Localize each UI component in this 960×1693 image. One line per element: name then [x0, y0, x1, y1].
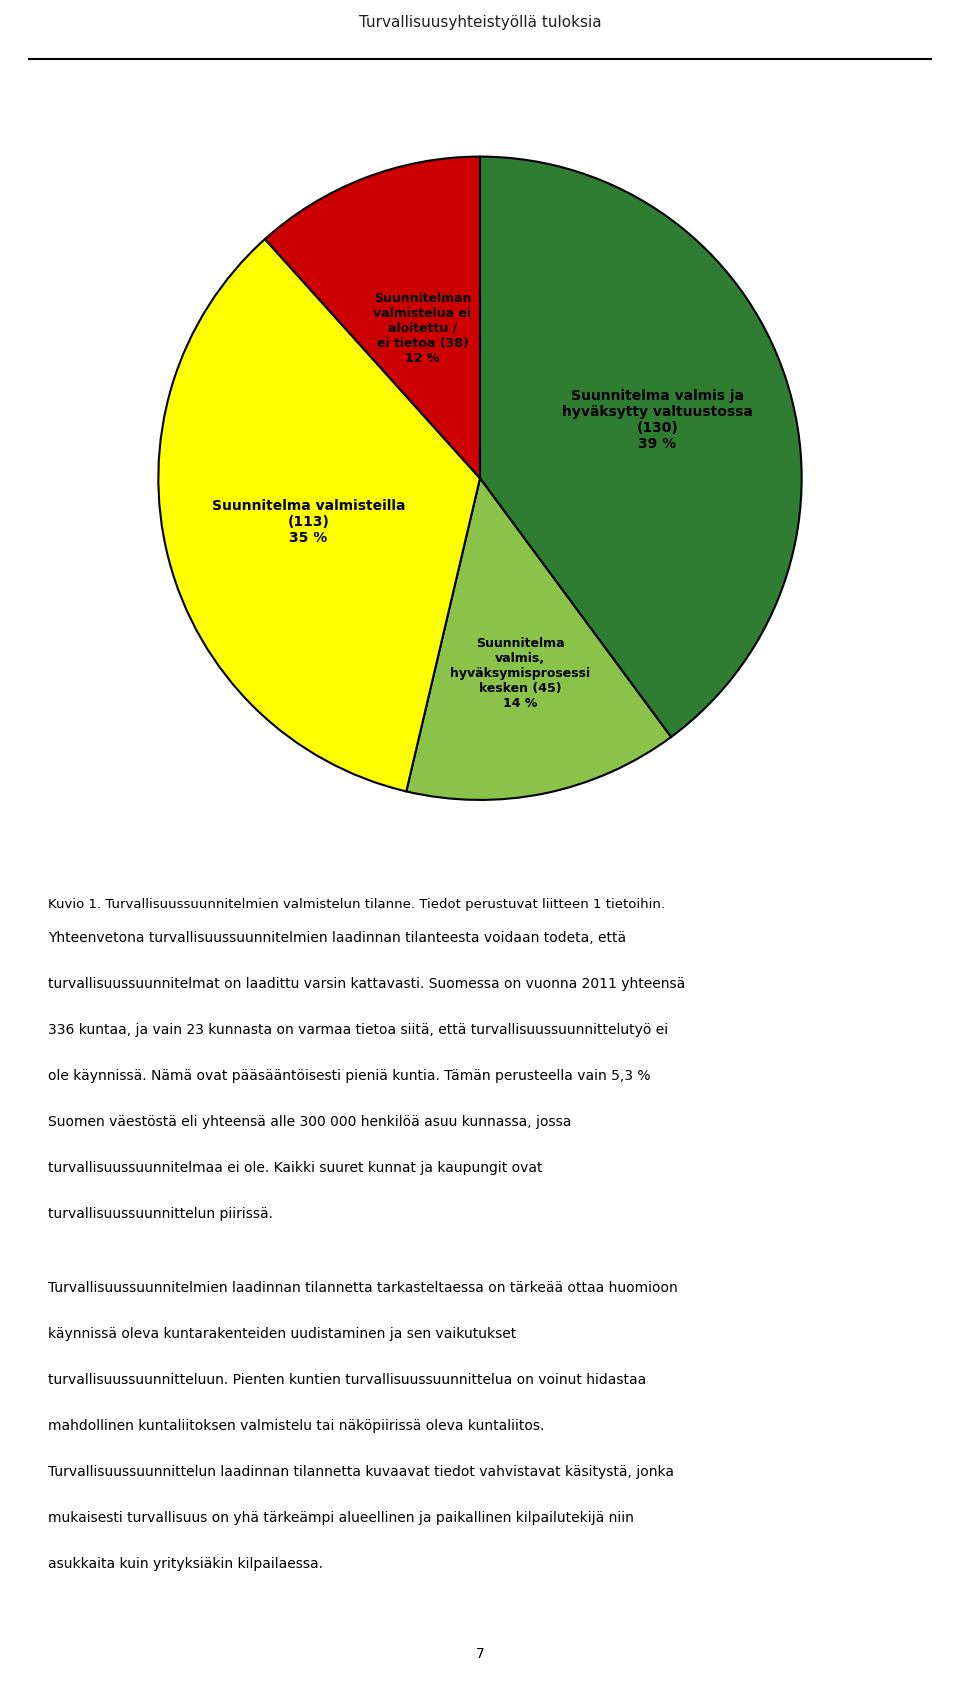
- Text: mukaisesti turvallisuus on yhä tärkeämpi alueellinen ja paikallinen kilpailuteki: mukaisesti turvallisuus on yhä tärkeämpi…: [48, 1510, 634, 1525]
- Text: Kuvio 1. Turvallisuussuunnitelmien valmistelun tilanne. Tiedot perustuvat liitte: Kuvio 1. Turvallisuussuunnitelmien valmi…: [48, 897, 665, 911]
- Text: Turvallisuussuunnittelun laadinnan tilannetta kuvaavat tiedot vahvistavat käsity: Turvallisuussuunnittelun laadinnan tilan…: [48, 1464, 674, 1478]
- Text: Turvallisuusyhteistyöllä tuloksia: Turvallisuusyhteistyöllä tuloksia: [359, 15, 601, 30]
- Text: Suunnitelma valmisteilla
(113)
35 %: Suunnitelma valmisteilla (113) 35 %: [212, 499, 405, 545]
- Wedge shape: [480, 157, 802, 736]
- Text: 336 kuntaa, ja vain 23 kunnasta on varmaa tietoa siitä, että turvallisuussuunnit: 336 kuntaa, ja vain 23 kunnasta on varma…: [48, 1023, 668, 1038]
- Text: Suunnitelma
valmis,
hyväksymisprosessi
kesken (45)
14 %: Suunnitelma valmis, hyväksymisprosessi k…: [450, 637, 590, 709]
- Wedge shape: [406, 479, 671, 799]
- Text: 7: 7: [475, 1647, 485, 1661]
- Text: Suunnitelma valmis ja
hyväksytty valtuustossa
(130)
39 %: Suunnitelma valmis ja hyväksytty valtuus…: [562, 389, 753, 452]
- Wedge shape: [158, 239, 480, 791]
- Text: Suunnitelman
valmistelua ei
aloitettu /
ei tietoa (38)
12 %: Suunnitelman valmistelua ei aloitettu / …: [373, 291, 471, 364]
- Text: Suomen väestöstä eli yhteensä alle 300 000 henkilöä asuu kunnassa, jossa: Suomen väestöstä eli yhteensä alle 300 0…: [48, 1116, 571, 1129]
- Text: turvallisuussuunnitelmaa ei ole. Kaikki suuret kunnat ja kaupungit ovat: turvallisuussuunnitelmaa ei ole. Kaikki …: [48, 1161, 542, 1175]
- Text: käynnissä oleva kuntarakenteiden uudistaminen ja sen vaikutukset: käynnissä oleva kuntarakenteiden uudista…: [48, 1327, 516, 1341]
- Text: turvallisuussuunnittelun piirissä.: turvallisuussuunnittelun piirissä.: [48, 1207, 273, 1221]
- Text: turvallisuussuunnitteluun. Pienten kuntien turvallisuussuunnittelua on voinut hi: turvallisuussuunnitteluun. Pienten kunti…: [48, 1373, 646, 1387]
- Text: Yhteenvetona turvallisuussuunnitelmien laadinnan tilanteesta voidaan todeta, ett: Yhteenvetona turvallisuussuunnitelmien l…: [48, 931, 626, 945]
- Text: Turvallisuussuunnitelmien laadinnan tilannetta tarkasteltaessa on tärkeää ottaa : Turvallisuussuunnitelmien laadinnan tila…: [48, 1280, 678, 1295]
- Text: mahdollinen kuntaliitoksen valmistelu tai näköpiirissä oleva kuntaliitos.: mahdollinen kuntaliitoksen valmistelu ta…: [48, 1419, 544, 1432]
- Wedge shape: [265, 157, 480, 479]
- Text: turvallisuussuunnitelmat on laadittu varsin kattavasti. Suomessa on vuonna 2011 : turvallisuussuunnitelmat on laadittu var…: [48, 977, 685, 990]
- Text: asukkaita kuin yrityksiäkin kilpailaessa.: asukkaita kuin yrityksiäkin kilpailaessa…: [48, 1558, 323, 1571]
- Text: ole käynnissä. Nämä ovat pääsääntöisesti pieniä kuntia. Tämän perusteella vain 5: ole käynnissä. Nämä ovat pääsääntöisesti…: [48, 1070, 651, 1084]
